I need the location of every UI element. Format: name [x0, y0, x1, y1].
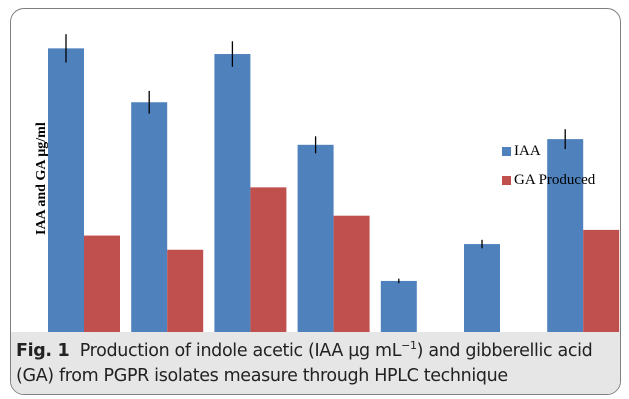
legend-item-iaa: IAA — [502, 143, 541, 160]
legend-swatch-ga — [502, 176, 511, 185]
bar-iaa-4 — [297, 144, 334, 332]
bar-iaa-5 — [380, 280, 417, 332]
figure-caption: Fig. 1 Production of indole acetic (IAA … — [16, 339, 616, 389]
caption-band — [11, 332, 620, 394]
y-axis-label: IAA and GA µg/ml — [34, 122, 49, 235]
bar-iaa-2 — [131, 102, 168, 332]
bar-ga-4 — [333, 215, 370, 332]
bar-ga-7 — [583, 229, 620, 332]
caption-text-part1: Production of indole acetic (IAA µg mL — [79, 341, 402, 361]
caption-superscript: −1 — [401, 339, 417, 353]
bar-ga-1 — [84, 235, 120, 332]
legend-label-iaa: IAA — [514, 143, 541, 159]
legend-label-ga: GA Produced — [514, 172, 596, 188]
caption-label: Fig. 1 — [16, 341, 70, 361]
bar-ga-3 — [250, 187, 287, 332]
bar-iaa-7 — [547, 139, 584, 332]
bar-iaa-1 — [48, 48, 84, 332]
bar-iaa-6 — [464, 244, 500, 332]
bar-iaa-3 — [214, 54, 251, 332]
legend-item-ga: GA Produced — [502, 172, 595, 189]
caption-text-part2: ) and gibberellic acid (GA) from PGPR is… — [16, 341, 593, 386]
bar-ga-2 — [167, 249, 204, 332]
legend-swatch-iaa — [502, 147, 511, 156]
